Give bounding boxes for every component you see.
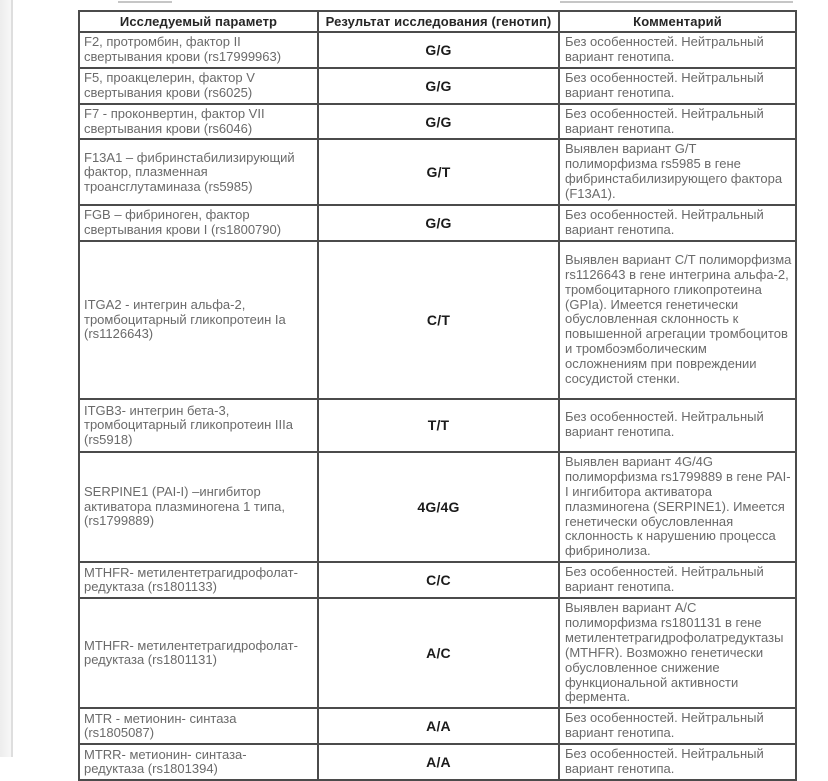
column-header-comment: Комментарий — [558, 10, 797, 33]
table-header-row: Исследуемый параметр Результат исследова… — [78, 10, 797, 33]
comment-cell: Без особенностей. Нейтральный вариант ге… — [558, 204, 797, 242]
genotype-cell: G/G — [317, 102, 560, 141]
parameter-cell: ITGA2 - интегрин альфа-2, тромбоцитарный… — [78, 239, 319, 400]
column-header-parameter: Исследуемый параметр — [78, 10, 319, 33]
table-row-f7: F7 - проконвертин, фактор VII свертывани… — [78, 102, 797, 141]
table-row-serpine1: SERPINE1 (PAI-I) –ингибитор активатора п… — [78, 450, 797, 564]
genotype-cell: A/C — [317, 597, 560, 710]
comment-cell: Выявлен вариант 4G/4G полиморфизма rs179… — [558, 450, 797, 564]
comment-cell: Выявлен вариант A/C полиморфизма rs18011… — [558, 597, 797, 710]
table-row-mtrr: MTRR- метионин- синтаза-редуктаза (rs180… — [78, 743, 797, 781]
genotype-cell: A/A — [317, 743, 560, 781]
table-row-itgb3: ITGB3- интегрин бета-3, тромбоцитарный г… — [78, 397, 797, 453]
comment-cell: Выявлен вариант G/T полиморфизма rs5985 … — [558, 138, 797, 207]
parameter-cell: MTRR- метионин- синтаза-редуктаза (rs180… — [78, 743, 319, 781]
table-row-fgb: FGB – фибриноген, фактор свертывания кро… — [78, 204, 797, 242]
genotype-cell: C/C — [317, 561, 560, 600]
parameter-cell: MTHFR- метилентетрагидрофолат-редуктаза … — [78, 561, 319, 600]
table-row-mthfr-1801131: MTHFR- метилентетрагидрофолат-редуктаза … — [78, 597, 797, 710]
comment-cell: Без особенностей. Нейтральный вариант ге… — [558, 707, 797, 746]
genotype-cell: G/G — [317, 204, 560, 242]
parameter-cell: FGB – фибриноген, фактор свертывания кро… — [78, 204, 319, 242]
parameter-cell: F2, протромбин, фактор II свертывания кр… — [78, 31, 319, 69]
parameter-cell: F7 - проконвертин, фактор VII свертывани… — [78, 102, 319, 141]
genotype-cell: G/T — [317, 138, 560, 207]
page-edge-strip — [0, 0, 13, 757]
comment-cell: Без особенностей. Нейтральный вариант ге… — [558, 743, 797, 781]
genotype-cell: G/G — [317, 31, 560, 69]
comment-cell: Без особенностей. Нейтральный вариант ге… — [558, 561, 797, 600]
comment-cell: Без особенностей. Нейтральный вариант ге… — [558, 102, 797, 141]
table-row-mtr: MTR - метионин- синтаза (rs1805087) A/A … — [78, 707, 797, 746]
parameter-cell: MTHFR- метилентетрагидрофолат-редуктаза … — [78, 597, 319, 710]
genotype-cell: T/T — [317, 397, 560, 453]
comment-cell: Без особенностей. Нейтральный вариант ге… — [558, 31, 797, 69]
genetics-results-table: Исследуемый параметр Результат исследова… — [78, 10, 797, 781]
genotype-cell: A/A — [317, 707, 560, 746]
parameter-cell: F5, проакцелерин, фактор V свертывания к… — [78, 66, 319, 105]
table-row-itga2: ITGA2 - интегрин альфа-2, тромбоцитарный… — [78, 239, 797, 400]
parameter-cell: F13A1 – фибринстабилизирующий фактор, пл… — [78, 138, 319, 207]
genotype-cell: G/G — [317, 66, 560, 105]
parameter-cell: SERPINE1 (PAI-I) –ингибитор активатора п… — [78, 450, 319, 564]
comment-cell: Без особенностей. Нейтральный вариант ге… — [558, 66, 797, 105]
table-row-f2: F2, протромбин, фактор II свертывания кр… — [78, 31, 797, 69]
parameter-cell: MTR - метионин- синтаза (rs1805087) — [78, 707, 319, 746]
cutoff-content-line — [560, 1, 793, 3]
comment-cell: Без особенностей. Нейтральный вариант ге… — [558, 397, 797, 453]
genotype-cell: 4G/4G — [317, 450, 560, 564]
parameter-cell: ITGB3- интегрин бета-3, тромбоцитарный г… — [78, 397, 319, 453]
comment-cell: Выявлен вариант C/T полиморфизма rs11266… — [558, 239, 797, 400]
cutoff-content-line — [118, 1, 172, 3]
genotype-cell: C/T — [317, 239, 560, 400]
table-row-f5: F5, проакцелерин, фактор V свертывания к… — [78, 66, 797, 105]
column-header-result: Результат исследования (генотип) — [317, 10, 560, 33]
table-row-mthfr-1801133: MTHFR- метилентетрагидрофолат-редуктаза … — [78, 561, 797, 600]
table-row-f13a1: F13A1 – фибринстабилизирующий фактор, пл… — [78, 138, 797, 207]
